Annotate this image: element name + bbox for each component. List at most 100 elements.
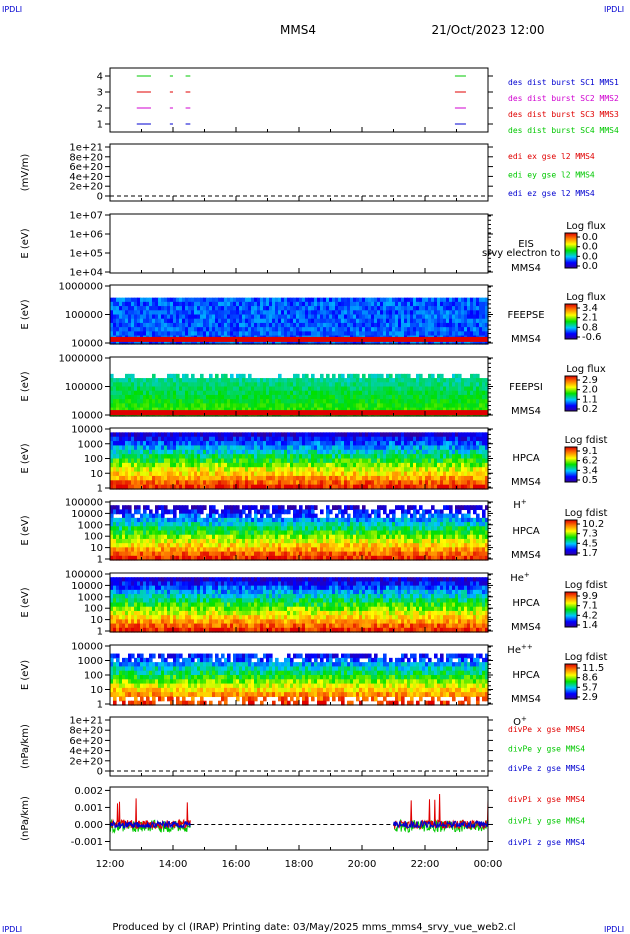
heatmap-cell xyxy=(131,310,135,316)
heatmap-cell xyxy=(191,467,195,473)
heatmap-cell xyxy=(200,534,204,540)
heatmap-cell xyxy=(239,318,243,324)
heatmap-cell xyxy=(194,445,198,451)
heatmap-cell xyxy=(473,331,477,337)
heatmap-cell xyxy=(116,306,120,311)
heatmap-cell xyxy=(464,322,468,328)
heatmap-cell xyxy=(473,373,477,379)
heatmap-cell xyxy=(338,306,342,311)
heatmap-cell xyxy=(332,378,336,383)
heatmap-cell xyxy=(368,327,372,332)
heatmap-cell xyxy=(197,517,201,523)
heatmap-cell xyxy=(401,306,405,311)
heatmap-cell xyxy=(257,386,261,392)
heatmap-cell xyxy=(404,322,408,328)
heatmap-cell xyxy=(365,407,369,413)
heatmap-cell xyxy=(242,314,246,320)
heatmap-cell xyxy=(449,339,453,345)
heatmap-cell xyxy=(482,331,486,337)
heatmap-cell xyxy=(158,432,162,438)
y-tick-label: 1000 xyxy=(78,439,103,450)
heatmap-cell xyxy=(470,441,474,447)
heatmap-cell xyxy=(137,467,141,473)
y-tick-label: 4 xyxy=(97,72,103,83)
heatmap-cell xyxy=(221,467,225,473)
heatmap-cell xyxy=(290,314,294,320)
heatmap-cell xyxy=(182,538,186,544)
heatmap-cell xyxy=(200,475,204,481)
heatmap-cell xyxy=(170,386,174,392)
heatmap-cell xyxy=(410,445,414,451)
heatmap-cell xyxy=(398,480,402,486)
heatmap-cell xyxy=(371,475,375,481)
heatmap-cell xyxy=(176,454,180,460)
heatmap-cell xyxy=(161,454,165,460)
heatmap-cell xyxy=(353,297,357,303)
heatmap-cell xyxy=(173,378,177,383)
heatmap-cell xyxy=(227,327,231,332)
heatmap-cell xyxy=(212,462,216,468)
heatmap-cell xyxy=(422,399,426,404)
heatmap-cell xyxy=(122,318,126,324)
heatmap-cell xyxy=(305,480,309,486)
heatmap-cell xyxy=(212,458,216,464)
heatmap-cell xyxy=(395,327,399,332)
heatmap-cell xyxy=(452,462,456,468)
heatmap-cell xyxy=(284,394,288,400)
heatmap-cell xyxy=(203,432,207,438)
heatmap-cell xyxy=(455,480,459,486)
heatmap-cell xyxy=(290,301,294,307)
heatmap-cell xyxy=(287,386,291,392)
heatmap-cell xyxy=(251,339,255,345)
heatmap-cell xyxy=(290,441,294,447)
heatmap-cell xyxy=(389,331,393,337)
heatmap-cell xyxy=(182,301,186,307)
heatmap-cell xyxy=(191,306,195,311)
heatmap-cell xyxy=(176,526,180,532)
y-tick-label: 0 xyxy=(97,192,103,203)
heatmap-cell xyxy=(440,458,444,464)
heatmap-cell xyxy=(245,339,249,345)
heatmap-cell xyxy=(377,297,381,303)
heatmap-cell xyxy=(404,297,408,303)
heatmap-cell xyxy=(308,475,312,481)
heatmap-cell xyxy=(467,407,471,413)
heatmap-cell xyxy=(425,390,429,396)
heatmap-cell xyxy=(431,339,435,345)
heatmap-cell xyxy=(374,390,378,396)
heatmap-cell xyxy=(212,314,216,320)
heatmap-cell xyxy=(128,297,132,303)
heatmap-cell xyxy=(116,390,120,396)
heatmap-cell xyxy=(200,509,204,515)
heatmap-cell xyxy=(233,407,237,413)
heatmap-cell xyxy=(209,386,213,392)
heatmap-cell xyxy=(200,505,204,511)
heatmap-cell xyxy=(455,327,459,332)
heatmap-cell xyxy=(278,386,282,392)
heatmap-cell xyxy=(446,445,450,451)
heatmap-cell xyxy=(110,522,114,527)
heatmap-cell xyxy=(374,373,378,379)
heatmap-cell xyxy=(356,331,360,337)
heatmap-cell xyxy=(212,378,216,383)
heatmap-cell xyxy=(344,331,348,337)
heatmap-cell xyxy=(467,449,471,455)
heatmap-cell xyxy=(365,436,369,442)
heatmap-cell xyxy=(215,547,219,553)
heatmap-cell xyxy=(218,538,222,544)
heatmap-cell xyxy=(278,436,282,442)
heatmap-cell xyxy=(326,403,330,409)
heatmap-cell xyxy=(164,310,168,316)
heatmap-cell xyxy=(482,449,486,455)
heatmap-cell xyxy=(224,390,228,396)
heatmap-cell xyxy=(146,318,150,324)
heatmap-cell xyxy=(428,301,432,307)
heatmap-cell xyxy=(323,318,327,324)
heatmap-cell xyxy=(227,382,231,388)
heatmap-cell xyxy=(389,467,393,473)
heatmap-cell xyxy=(224,484,228,490)
heatmap-cell xyxy=(230,471,234,477)
heatmap-cell xyxy=(173,301,177,307)
heatmap-cell xyxy=(242,458,246,464)
heatmap-cell xyxy=(140,522,144,527)
